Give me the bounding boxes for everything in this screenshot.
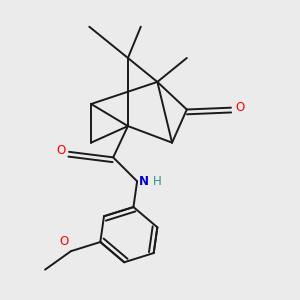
Text: O: O <box>236 101 244 114</box>
Text: N: N <box>139 175 149 188</box>
Text: H: H <box>153 175 161 188</box>
Text: O: O <box>60 235 69 248</box>
Text: O: O <box>56 143 65 157</box>
